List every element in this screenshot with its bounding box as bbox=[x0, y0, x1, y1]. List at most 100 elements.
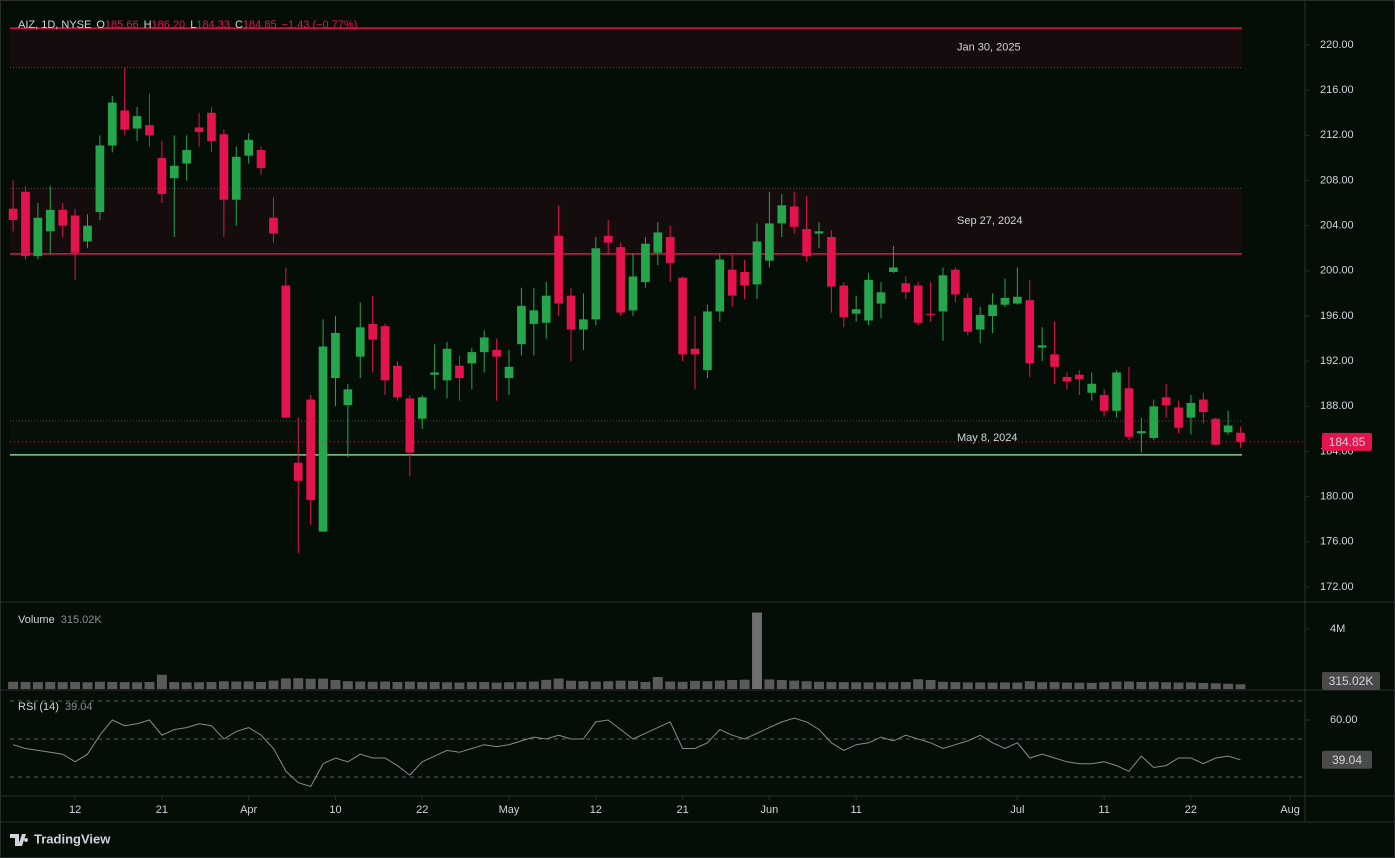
volume-bar bbox=[1185, 682, 1196, 689]
volume-bar bbox=[169, 682, 180, 689]
volume-bar bbox=[280, 678, 291, 689]
volume-bar bbox=[851, 682, 862, 689]
volume-bar bbox=[702, 681, 713, 689]
volume-bar bbox=[640, 681, 651, 689]
ohlc-key: C bbox=[235, 19, 243, 31]
volume-bar bbox=[900, 682, 911, 689]
candle-body bbox=[281, 285, 291, 418]
candle-body bbox=[665, 236, 675, 263]
ohlc-key: L bbox=[190, 19, 196, 31]
volume-bar bbox=[888, 682, 899, 689]
volume-bar bbox=[491, 682, 502, 689]
candle-body bbox=[331, 332, 340, 379]
volume-bar bbox=[950, 682, 961, 689]
candle-body bbox=[554, 235, 563, 304]
candle-body bbox=[827, 236, 836, 287]
volume-bar bbox=[1061, 682, 1072, 689]
volume-bar bbox=[665, 681, 676, 689]
volume-bar bbox=[256, 681, 267, 689]
y-tick-label: 220.00 bbox=[1320, 39, 1354, 51]
volume-bar bbox=[392, 681, 403, 689]
volume-bar bbox=[814, 681, 824, 689]
candle-body bbox=[492, 349, 501, 357]
volume-bar bbox=[1074, 682, 1085, 689]
candle-body bbox=[95, 145, 105, 213]
candle-body bbox=[182, 150, 192, 164]
candle-body bbox=[988, 304, 997, 316]
volume-legend: Volume 315.02K bbox=[18, 614, 102, 626]
x-tick-label: 22 bbox=[1185, 804, 1197, 816]
candle-body bbox=[1223, 425, 1233, 433]
volume-bar bbox=[144, 681, 155, 689]
candle-body bbox=[405, 398, 415, 453]
symbol-legend: AIZ, 1D, NYSE O185.66 H186.20 L184.33 C184.8… bbox=[18, 19, 357, 31]
volume-bar bbox=[404, 681, 415, 689]
y-tick-label: 192.00 bbox=[1320, 355, 1354, 367]
candle-body bbox=[256, 150, 266, 169]
volume-bar bbox=[863, 682, 874, 689]
volume-bar bbox=[541, 679, 552, 689]
volume-badge bbox=[1322, 672, 1380, 690]
candle-body bbox=[504, 366, 514, 379]
volume-bar bbox=[1161, 682, 1172, 689]
candle-body bbox=[479, 337, 489, 353]
candle-body bbox=[541, 295, 551, 323]
brand-name: TradingView bbox=[34, 831, 111, 846]
volume-bar bbox=[45, 681, 56, 689]
candle-body bbox=[628, 276, 638, 311]
volume-bar bbox=[119, 682, 130, 689]
candle-body bbox=[814, 231, 824, 234]
candle-body bbox=[244, 139, 254, 156]
volume-bar bbox=[218, 681, 229, 689]
candle-body bbox=[132, 116, 142, 129]
candle-body bbox=[1149, 406, 1159, 438]
candle-body bbox=[145, 125, 154, 136]
volume-bar bbox=[938, 681, 948, 689]
candle-body bbox=[566, 295, 576, 330]
volume-bar bbox=[764, 679, 775, 689]
rsi-legend: RSI (14) 39.04 bbox=[18, 701, 93, 713]
candle-body bbox=[442, 348, 452, 381]
candle-body bbox=[517, 305, 526, 345]
volume-bar bbox=[1223, 683, 1234, 689]
volume-bar bbox=[1235, 684, 1246, 689]
zone-label: May 8, 2024 bbox=[957, 432, 1018, 444]
volume-bar bbox=[442, 682, 452, 689]
volume-bar bbox=[553, 678, 564, 689]
candle-body bbox=[194, 127, 204, 132]
price-badge-label: 184.85 bbox=[1329, 435, 1366, 449]
volume-bar bbox=[628, 680, 638, 689]
volume-bar bbox=[1210, 683, 1221, 689]
candle-body bbox=[1198, 399, 1208, 412]
candle-body bbox=[120, 110, 130, 130]
candle-body bbox=[169, 165, 179, 179]
candle-body bbox=[851, 309, 861, 314]
candle-body bbox=[393, 365, 402, 398]
candle-body bbox=[231, 156, 241, 200]
volume-bar bbox=[1173, 682, 1184, 689]
zone-fill bbox=[10, 421, 1242, 455]
x-tick-label: 12 bbox=[69, 804, 81, 816]
candle-body bbox=[641, 243, 650, 283]
volume-bar bbox=[752, 612, 762, 689]
volume-bar bbox=[454, 682, 465, 689]
x-tick-label: May bbox=[499, 804, 520, 816]
brand-logo[interactable]: TradingView bbox=[10, 831, 111, 846]
candle-body bbox=[591, 248, 601, 320]
volume-bar bbox=[243, 681, 254, 689]
volume-bar bbox=[1099, 682, 1110, 689]
candle-body bbox=[293, 462, 303, 481]
volume-bar bbox=[8, 681, 19, 689]
candle-body bbox=[467, 352, 477, 364]
volume-bar bbox=[528, 681, 539, 689]
volume-bar bbox=[776, 680, 787, 689]
candle-body bbox=[430, 372, 439, 375]
x-tick-label: 22 bbox=[416, 804, 428, 816]
volume-bar bbox=[1037, 682, 1048, 689]
candle-body bbox=[802, 229, 811, 257]
x-tick-label: 10 bbox=[329, 804, 341, 816]
y-tick-label: 180.00 bbox=[1320, 491, 1354, 503]
candle-body bbox=[21, 191, 30, 257]
candle-body bbox=[1186, 402, 1196, 418]
